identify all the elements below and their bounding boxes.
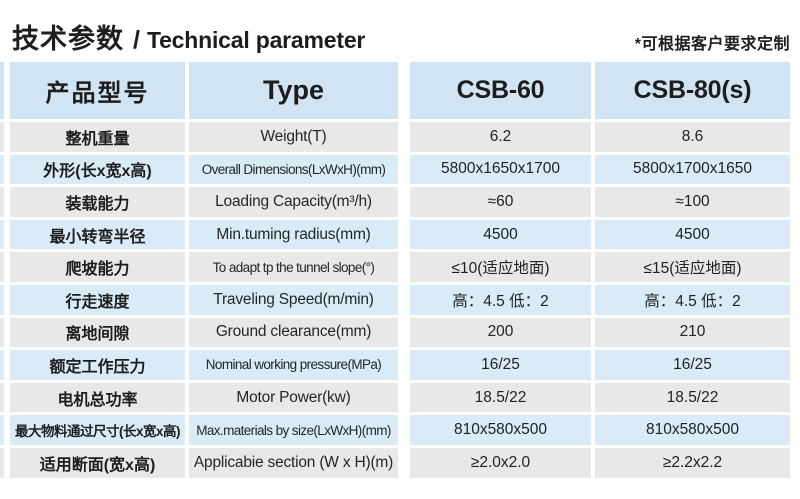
row-value-csb60: ≤10(适应地面) (410, 252, 591, 282)
title-slash: / (133, 26, 140, 54)
table-edge-sliver (0, 62, 4, 481)
row-value-csb60: 200 (410, 317, 591, 348)
sliver-segment (0, 447, 4, 478)
row-value-csb80s: ≥2.2x2.2 (595, 447, 790, 478)
row-label-en: Nominal working pressure(MPa) (189, 350, 398, 380)
row-label-en: Applicabie section (W x H)(m) (189, 447, 398, 478)
row-label-en: Traveling Speed(m/min) (189, 284, 398, 315)
sliver-segment (0, 350, 4, 380)
row-value-csb60: 810x580x500 (410, 415, 591, 445)
column-gutter (402, 448, 406, 478)
column-header-csb80s: CSB-80(s) (595, 62, 790, 119)
row-label-en: Overall Dimensions(LxWxH)(mm) (189, 154, 398, 185)
column-gutter (402, 285, 406, 315)
column-gutter (402, 415, 406, 445)
row-value-csb60: 5800x1650x1700 (410, 154, 591, 185)
page-title: 技术参数 / Technical parameter (12, 17, 365, 56)
row-label-cn: 电机总功率 (10, 382, 185, 413)
sliver-segment (0, 154, 4, 185)
column-gutter (402, 187, 406, 217)
sliver-segment (0, 284, 4, 315)
column-header-product-model: 产品型号 (10, 62, 185, 119)
row-label-en: Ground clearance(mm) (189, 317, 398, 348)
column-gutter (402, 220, 406, 250)
row-label-en: Weight(T) (189, 122, 398, 152)
sliver-segment (0, 252, 4, 282)
sliver-segment (0, 122, 4, 152)
customization-note: *可根据客户要求定制 (634, 36, 790, 53)
row-value-csb60: 6.2 (410, 122, 591, 152)
sliver-segment (0, 415, 4, 445)
row-label-en: Min.tuming radius(mm) (189, 219, 398, 250)
title-english: Technical parameter (146, 27, 366, 53)
row-value-csb80s: ≤15(适应地面) (595, 252, 790, 282)
row-value-csb80s: ≈100 (595, 187, 790, 217)
row-value-csb80s: 4500 (595, 219, 790, 250)
column-gutter (402, 155, 406, 185)
sliver-segment (0, 317, 4, 348)
column-gutter (402, 252, 406, 282)
row-label-en: Loading Capacity(m³/h) (189, 187, 398, 217)
row-value-csb80s: 16/25 (595, 350, 790, 380)
row-value-csb80s: 高：4.5 低：2 (595, 284, 790, 315)
sliver-segment (0, 62, 4, 119)
row-label-cn: 最大物料通过尺寸(长x宽x高) (10, 415, 185, 445)
row-label-cn: 最小转弯半径 (10, 219, 185, 250)
sliver-segment (0, 187, 4, 217)
row-label-cn: 离地间隙 (10, 317, 185, 348)
row-value-csb80s: 210 (595, 317, 790, 348)
spec-table: 产品型号 Type CSB-60 CSB-80(s) 整机重量 Weight(T… (10, 62, 790, 478)
row-value-csb60: 4500 (410, 219, 591, 250)
column-gutter (402, 350, 406, 380)
column-gutter (402, 62, 406, 119)
row-label-en: To adapt tp the tunnel slope(°) (189, 252, 398, 282)
row-label-cn: 额定工作压力 (10, 350, 185, 380)
row-value-csb80s: 5800x1700x1650 (595, 154, 790, 185)
row-value-csb60: 16/25 (410, 350, 591, 380)
column-header-csb60: CSB-60 (410, 62, 591, 119)
row-value-csb60: 18.5/22 (410, 382, 591, 413)
row-label-en: Max.materials by size(LxWxH)(mm) (189, 415, 398, 445)
row-value-csb80s: 18.5/22 (595, 382, 790, 413)
row-value-csb80s: 810x580x500 (595, 415, 790, 445)
row-value-csb60: 高：4.5 低：2 (410, 284, 591, 315)
row-label-cn: 整机重量 (10, 122, 185, 152)
row-label-cn: 爬坡能力 (10, 252, 185, 282)
column-gutter (402, 383, 406, 413)
row-value-csb60: ≥2.0x2.0 (410, 447, 591, 478)
row-label-cn: 行走速度 (10, 284, 185, 315)
sliver-segment (0, 219, 4, 250)
column-gutter (402, 122, 406, 152)
title-chinese: 技术参数 (12, 24, 124, 54)
row-value-csb80s: 8.6 (595, 122, 790, 152)
row-label-en: Motor Power(kw) (189, 382, 398, 413)
page-header: 技术参数 / Technical parameter *可根据客户要求定制 (12, 16, 790, 56)
row-label-cn: 适用断面(宽x高) (10, 447, 185, 478)
row-label-cn: 装载能力 (10, 187, 185, 217)
column-header-type: Type (189, 62, 398, 119)
row-value-csb60: ≈60 (410, 187, 591, 217)
sliver-segment (0, 382, 4, 413)
column-gutter (402, 318, 406, 348)
row-label-cn: 外形(长x宽x高) (10, 154, 185, 185)
